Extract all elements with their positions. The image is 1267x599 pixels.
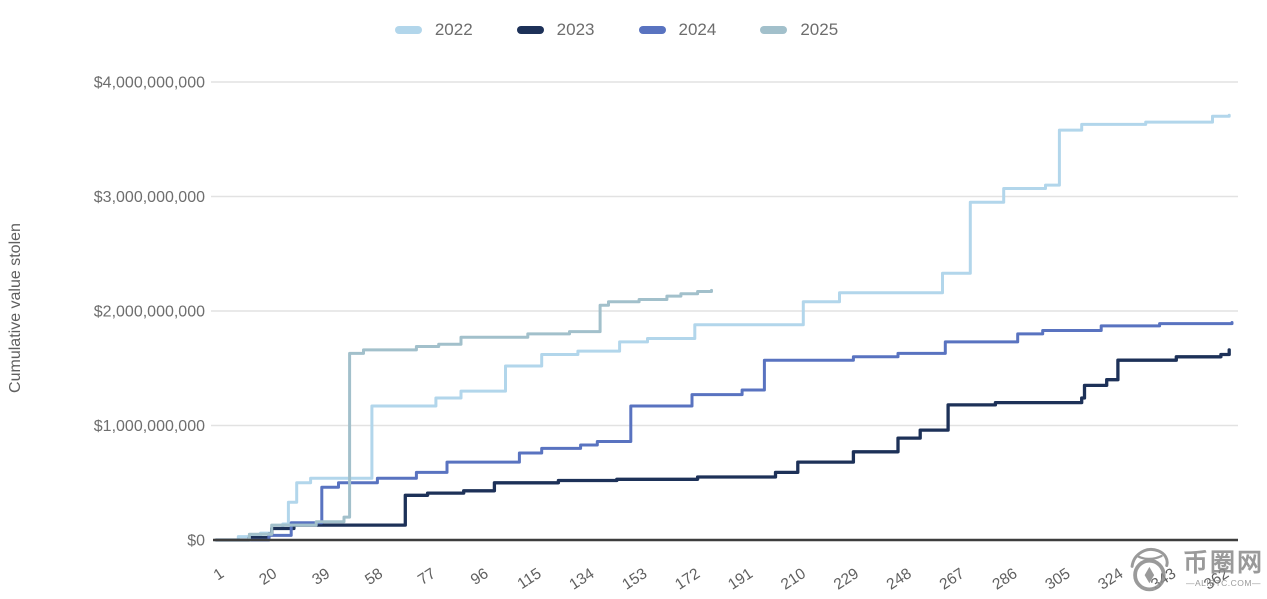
legend-swatch-2025 (760, 26, 788, 34)
y-tick-label: $2,000,000,000 (94, 304, 205, 321)
x-tick-label: 96 (468, 565, 492, 589)
legend-item-2024: 2024 (638, 20, 717, 40)
y-tick-label: $0 (187, 533, 205, 550)
legend-swatch-2023 (516, 26, 544, 34)
watermark-domain: —ALIBTC.COM— (1186, 577, 1261, 588)
y-tick-label: $1,000,000,000 (94, 418, 205, 435)
legend-label-2022: 2022 (434, 20, 473, 39)
legend-swatch-2024 (638, 26, 666, 34)
x-tick-label: 115 (514, 565, 544, 593)
legend-swatch-2022 (394, 26, 422, 34)
legend-label-2025: 2025 (800, 20, 839, 39)
x-tick-label: 77 (415, 565, 439, 589)
x-tick-label: 248 (884, 565, 915, 593)
legend-item-2023: 2023 (516, 20, 595, 40)
series-line-2023 (214, 348, 1231, 542)
y-tick-label: $3,000,000,000 (94, 189, 205, 206)
x-tick-label: 20 (256, 565, 280, 589)
x-tick-label: 39 (309, 565, 333, 589)
series-line-2024 (214, 321, 1234, 542)
legend-item-2022: 2022 (394, 20, 473, 40)
x-tick-label: 324 (1095, 565, 1126, 594)
y-tick-label: $4,000,000,000 (94, 75, 205, 92)
x-tick-label: 191 (725, 565, 756, 593)
x-tick-label: 134 (566, 565, 597, 594)
x-tick-label: 153 (619, 565, 650, 593)
x-tick-label: 267 (937, 565, 968, 593)
legend-item-2025: 2025 (760, 20, 838, 40)
x-tick-label: 210 (778, 565, 809, 594)
legend-label-2023: 2023 (556, 20, 595, 39)
watermark-site-name: 币圈网 (1182, 549, 1264, 578)
watermark-logo-icon (1130, 548, 1169, 592)
x-tick-label: 1 (211, 565, 227, 584)
legend: 2022 2023 2024 2025 (0, 20, 1233, 40)
x-tick-label: 229 (831, 565, 862, 593)
x-tick-label: 305 (1042, 565, 1073, 593)
x-tick-label: 172 (672, 565, 703, 593)
x-tick-label: 286 (990, 565, 1021, 593)
series-line-2025 (214, 288, 713, 542)
watermark: 币圈网 —ALIBTC.COM— (1126, 543, 1264, 595)
x-tick-label: 58 (362, 565, 386, 589)
legend-label-2024: 2024 (678, 20, 717, 39)
